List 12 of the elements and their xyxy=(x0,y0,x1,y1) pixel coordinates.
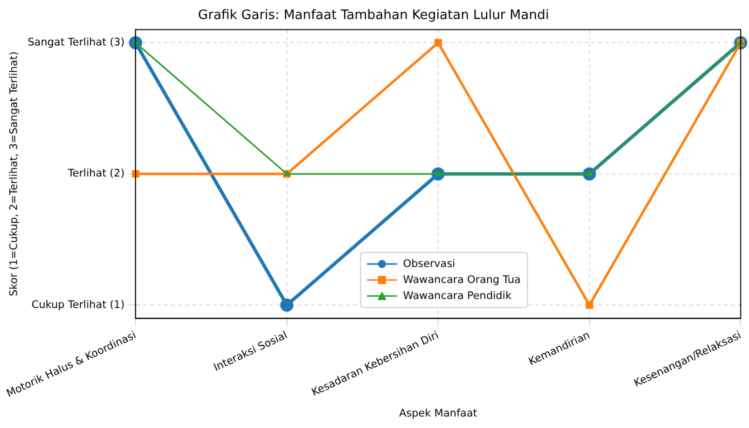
y-tick-label: Terlihat (2) xyxy=(66,168,125,180)
point xyxy=(280,298,294,312)
y-tick-label: Sangat Terlihat (3) xyxy=(28,36,125,48)
x-axis-title: Aspek Manfaat xyxy=(399,407,478,420)
point xyxy=(586,301,594,309)
legend-label: Wawancara Pendidik xyxy=(403,290,512,302)
point xyxy=(434,38,442,46)
chart-title: Grafik Garis: Manfaat Tambahan Kegiatan Lulur Mandi xyxy=(198,8,549,24)
legend-label: Wawancara Orang Tua xyxy=(403,274,521,286)
y-axis-title: Skor (1=Cukup, 2=Terlihat, 3=Sangat Terlihat) xyxy=(8,52,20,296)
legend-label: Observasi xyxy=(403,258,456,270)
y-tick-label: Cukup Terlihat (1) xyxy=(32,298,125,311)
